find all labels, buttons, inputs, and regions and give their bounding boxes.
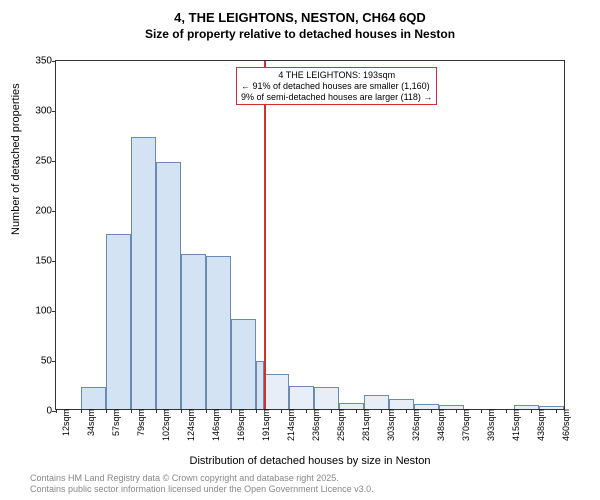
histogram-bar: [364, 395, 389, 409]
annotation-line-1: 4 THE LEIGHTONS: 193sqm: [241, 70, 432, 81]
x-tick-mark: [206, 409, 207, 413]
x-tick-mark: [456, 409, 457, 413]
x-tick-label: 214sqm: [284, 409, 296, 441]
x-tick-label: 191sqm: [259, 409, 271, 441]
histogram-bar: [289, 386, 314, 409]
x-tick-label: 57sqm: [109, 409, 121, 436]
y-axis-label: Number of detached properties: [10, 83, 22, 235]
histogram-bar: [231, 319, 256, 409]
histogram-bar: [256, 361, 264, 409]
x-tick-mark: [481, 409, 482, 413]
histogram-bar: [106, 234, 131, 409]
x-tick-mark: [431, 409, 432, 413]
footnote: Contains HM Land Registry data © Crown c…: [30, 473, 374, 495]
footnote-line-1: Contains HM Land Registry data © Crown c…: [30, 473, 374, 484]
x-tick-mark: [56, 409, 57, 413]
x-tick-mark: [331, 409, 332, 413]
histogram-bar: [264, 374, 289, 409]
chart-title: 4, THE LEIGHTONS, NESTON, CH64 6QD: [0, 0, 600, 25]
x-tick-mark: [181, 409, 182, 413]
x-tick-label: 79sqm: [134, 409, 146, 436]
x-axis-label: Distribution of detached houses by size …: [55, 455, 565, 467]
x-tick-label: 415sqm: [509, 409, 521, 441]
x-tick-mark: [381, 409, 382, 413]
x-tick-label: 146sqm: [209, 409, 221, 441]
chart-subtitle: Size of property relative to detached ho…: [0, 25, 600, 41]
x-tick-mark: [281, 409, 282, 413]
x-tick-label: 169sqm: [234, 409, 246, 441]
chart-container: 4, THE LEIGHTONS, NESTON, CH64 6QD Size …: [0, 0, 600, 500]
histogram-bar: [206, 256, 231, 409]
x-tick-label: 102sqm: [159, 409, 171, 441]
histogram-bar: [156, 162, 181, 409]
x-tick-label: 370sqm: [459, 409, 471, 441]
annotation-line-2: ← 91% of detached houses are smaller (1,…: [241, 81, 432, 92]
x-tick-label: 438sqm: [534, 409, 546, 441]
histogram-bar: [389, 399, 414, 409]
y-tick-mark: [52, 361, 56, 362]
x-tick-mark: [156, 409, 157, 413]
y-tick-mark: [52, 211, 56, 212]
x-tick-label: 124sqm: [184, 409, 196, 441]
x-tick-mark: [306, 409, 307, 413]
x-tick-label: 34sqm: [84, 409, 96, 436]
x-tick-label: 460sqm: [559, 409, 571, 441]
histogram-bar: [181, 254, 206, 409]
y-tick-mark: [52, 311, 56, 312]
x-tick-mark: [406, 409, 407, 413]
histogram-bar: [81, 387, 106, 409]
x-tick-mark: [506, 409, 507, 413]
x-tick-mark: [81, 409, 82, 413]
histogram-bar: [131, 137, 156, 409]
x-tick-mark: [356, 409, 357, 413]
x-tick-mark: [256, 409, 257, 413]
x-tick-mark: [106, 409, 107, 413]
x-tick-mark: [231, 409, 232, 413]
x-tick-label: 393sqm: [484, 409, 496, 441]
y-tick-mark: [52, 111, 56, 112]
x-tick-label: 236sqm: [309, 409, 321, 441]
histogram-bar: [314, 387, 339, 409]
footnote-line-2: Contains public sector information licen…: [30, 484, 374, 495]
y-tick-mark: [52, 61, 56, 62]
property-marker-line: [264, 61, 266, 409]
annotation-box: 4 THE LEIGHTONS: 193sqm← 91% of detached…: [236, 67, 437, 105]
x-tick-label: 348sqm: [434, 409, 446, 441]
annotation-line-3: 9% of semi-detached houses are larger (1…: [241, 92, 432, 103]
x-tick-mark: [556, 409, 557, 413]
x-tick-label: 303sqm: [384, 409, 396, 441]
y-tick-mark: [52, 161, 56, 162]
y-tick-mark: [52, 261, 56, 262]
x-tick-label: 258sqm: [334, 409, 346, 441]
x-tick-mark: [531, 409, 532, 413]
x-tick-label: 12sqm: [59, 409, 71, 436]
x-tick-label: 326sqm: [409, 409, 421, 441]
plot-area: 05010015020025030035012sqm34sqm57sqm79sq…: [55, 60, 565, 410]
x-tick-label: 281sqm: [359, 409, 371, 441]
x-tick-mark: [131, 409, 132, 413]
